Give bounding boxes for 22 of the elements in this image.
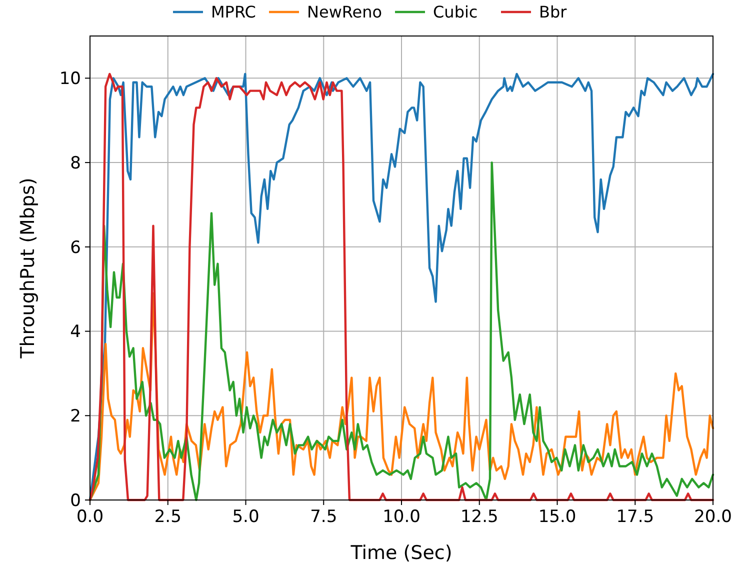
y-tick-label: 4 — [70, 322, 81, 342]
y-tick-label: 2 — [70, 406, 81, 427]
legend-label: Bbr — [539, 2, 568, 22]
x-tick-label: 5.0 — [232, 507, 260, 527]
y-axis-title: ThroughPut (Mbps) — [17, 178, 39, 360]
x-tick-label: 12.5 — [460, 507, 498, 527]
x-tick-label: 20.0 — [694, 507, 732, 527]
y-tick-label: 10 — [59, 69, 81, 90]
x-tick-label: 15.0 — [538, 507, 576, 527]
x-tick-label: 10.0 — [382, 507, 420, 527]
legend-label: Cubic — [433, 2, 478, 22]
legend-label: NewReno — [307, 2, 382, 22]
x-tick-label: 7.5 — [310, 507, 338, 527]
legend-label: MPRC — [211, 2, 256, 22]
line-series — [88, 292, 714, 502]
y-tick-label: 8 — [70, 153, 81, 174]
x-tick-label: 17.5 — [616, 507, 654, 527]
line-series — [88, 161, 714, 502]
line-series — [88, 72, 714, 502]
x-tick-label: 2.5 — [154, 507, 182, 527]
y-tick-label: 6 — [70, 238, 81, 258]
x-axis-title: Time (Sec) — [350, 542, 452, 564]
